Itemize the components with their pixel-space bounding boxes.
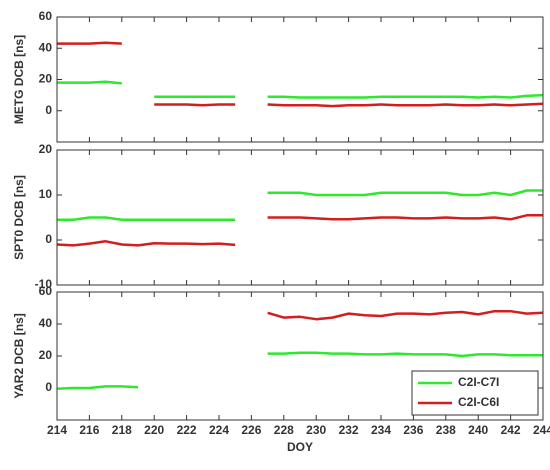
x-tick-label: 224 xyxy=(209,423,229,437)
x-tick-label: 216 xyxy=(79,423,99,437)
plot-frame xyxy=(56,149,544,286)
y-tick-label: 0 xyxy=(45,380,52,394)
x-tick-label: 230 xyxy=(306,423,326,437)
y-tick-label: 20 xyxy=(39,72,53,86)
y-tick-label: 40 xyxy=(39,316,53,330)
plot-frame xyxy=(56,291,544,421)
series-line xyxy=(57,80,544,99)
plot-frame xyxy=(56,16,544,143)
x-tick-label: 218 xyxy=(112,423,132,437)
x-tick-label: 220 xyxy=(144,423,164,437)
y-tick-label: 0 xyxy=(45,232,52,246)
x-tick-label: 226 xyxy=(241,423,261,437)
y-tick-label: 40 xyxy=(39,40,53,54)
x-tick-label: 240 xyxy=(468,423,488,437)
series-line xyxy=(56,214,543,247)
x-axis-label: DOY xyxy=(287,440,313,454)
y-axis-label: SPT0 DCB [ns] xyxy=(12,175,26,260)
y-tick-label: 20 xyxy=(39,142,53,156)
x-tick-label: 222 xyxy=(177,423,197,437)
y-tick-label: 60 xyxy=(39,9,53,23)
y-axis-label: METG DCB [ns] xyxy=(12,35,26,124)
legend-label: C2I-C7I xyxy=(458,375,499,389)
y-tick-label: 60 xyxy=(39,284,53,298)
x-tick-label: 234 xyxy=(371,423,391,437)
series-line xyxy=(57,41,544,108)
legend-box xyxy=(411,370,539,416)
x-tick-label: 214 xyxy=(47,423,67,437)
x-tick-label: 236 xyxy=(403,423,423,437)
y-tick-label: 10 xyxy=(39,187,53,201)
x-tick-label: 232 xyxy=(339,423,359,437)
series-line xyxy=(57,189,543,222)
x-tick-label: 238 xyxy=(436,423,456,437)
y-tick-label: -10 xyxy=(35,277,53,291)
legend-label: C2I-C6I xyxy=(458,395,499,409)
x-tick-label: 244 xyxy=(533,423,550,437)
x-tick-label: 228 xyxy=(274,423,294,437)
series-line xyxy=(56,351,543,391)
series-line xyxy=(267,309,544,321)
y-axis-label: YAR2 DCB [ns] xyxy=(12,313,26,399)
y-tick-label: 0 xyxy=(45,103,52,117)
x-tick-label: 242 xyxy=(501,423,521,437)
y-tick-label: 20 xyxy=(39,348,53,362)
